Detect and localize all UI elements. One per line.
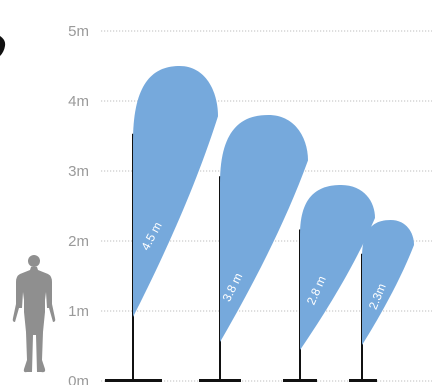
- flag-banner: [300, 185, 375, 350]
- person-silhouette-icon: [12, 255, 56, 373]
- scale-label-4m: 4m: [68, 93, 89, 110]
- flag-group: 4.5 m3.8 m 2.8 m 2.3m: [105, 66, 414, 382]
- flag-4-5m: 4.5 m: [105, 66, 218, 382]
- scale-label-0m: 0m: [68, 373, 89, 385]
- flag-base: [105, 379, 162, 382]
- flag-base: [283, 379, 317, 382]
- flag-3-8m: 3.8 m: [199, 115, 308, 382]
- flag-2-8m: 2.8 m: [283, 185, 375, 382]
- person-hands: [12, 304, 56, 322]
- flag-base: [199, 379, 241, 382]
- scale-label-1m: 1m: [68, 303, 89, 320]
- flag-banner: [362, 220, 414, 345]
- flag-2-3m: 2.3m: [349, 220, 414, 382]
- person-head: [28, 255, 40, 267]
- scale-label-5m: 5m: [68, 23, 89, 40]
- scale-label-3m: 3m: [68, 163, 89, 180]
- flag-base: [349, 379, 377, 382]
- flag-banner: [133, 66, 218, 317]
- flag-banner: [220, 115, 308, 342]
- corner-fragment: [0, 36, 6, 56]
- person-body: [16, 267, 52, 373]
- scale-label-2m: 2m: [68, 233, 89, 250]
